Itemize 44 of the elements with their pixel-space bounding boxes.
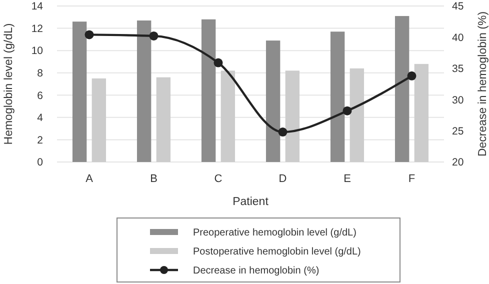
y2-tick-label: 25 bbox=[452, 125, 464, 138]
y-tick-label: 8 bbox=[37, 68, 44, 80]
bar bbox=[72, 22, 87, 162]
bar bbox=[394, 16, 410, 162]
y2-axis-title: Decrease in hemoglobin (%) bbox=[477, 11, 489, 157]
legend-label: Postoperative hemoglobin level (g/dL) bbox=[193, 246, 361, 258]
bar bbox=[414, 64, 429, 162]
point bbox=[214, 58, 223, 68]
y2-tick-label: 35 bbox=[452, 63, 464, 76]
bar bbox=[285, 70, 300, 162]
bar bbox=[350, 68, 364, 162]
bar bbox=[220, 70, 236, 162]
point bbox=[278, 128, 288, 137]
x-axis-title: Patient bbox=[232, 196, 270, 208]
bar bbox=[266, 40, 280, 162]
x-tick-label: E bbox=[344, 173, 351, 185]
y-tick-label: 4 bbox=[37, 112, 44, 124]
y-tick-label: 12 bbox=[31, 22, 44, 35]
bar bbox=[201, 19, 216, 162]
point bbox=[342, 106, 352, 116]
x-tick-label: A bbox=[86, 173, 94, 185]
x-tick-label: C bbox=[214, 173, 222, 185]
bar bbox=[330, 32, 345, 162]
y2-tick-label: 45 bbox=[452, 0, 464, 13]
legend-label: Decrease in hemoglobin (%) bbox=[193, 266, 320, 276]
y2-tick-label: 40 bbox=[452, 32, 464, 44]
y-tick-label: 10 bbox=[31, 45, 44, 58]
bar bbox=[92, 78, 106, 162]
y-tick-label: 0 bbox=[37, 156, 44, 169]
x-tick-label: F bbox=[408, 173, 416, 185]
x-tick-label: B bbox=[150, 173, 158, 185]
y2-tick-label: 30 bbox=[452, 94, 464, 106]
bar bbox=[156, 77, 171, 162]
legend-label: Preoperative hemoglobin level (g/dL) bbox=[193, 228, 356, 238]
y-tick-label: 2 bbox=[37, 134, 44, 146]
x-tick-label: D bbox=[278, 173, 287, 185]
y-tick-label: 6 bbox=[37, 90, 44, 102]
point bbox=[84, 30, 94, 40]
point bbox=[407, 71, 416, 80]
y2-tick-label: 20 bbox=[452, 156, 464, 169]
bar bbox=[136, 20, 152, 162]
point bbox=[149, 31, 158, 40]
y-axis-title: Hemoglobin level (g/dL) bbox=[3, 23, 15, 145]
y-tick-label: 14 bbox=[31, 0, 44, 13]
